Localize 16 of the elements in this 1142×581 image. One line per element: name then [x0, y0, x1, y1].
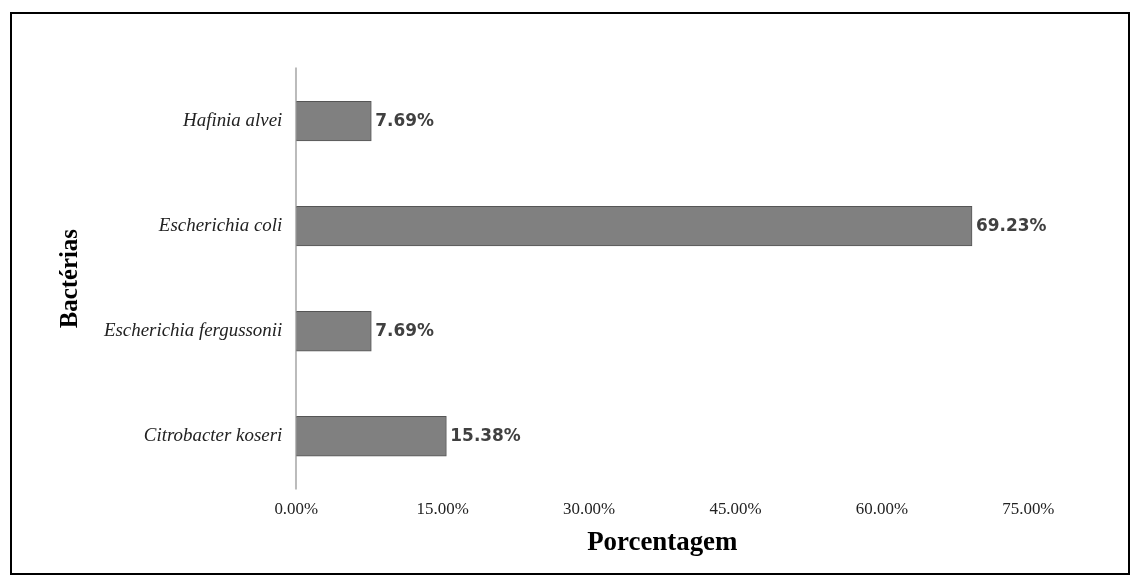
y-tick-label: Citrobacter koseri — [143, 424, 283, 446]
x-tick-label: 75.00% — [1002, 499, 1055, 519]
x-tick-label: 0.00% — [274, 499, 319, 519]
y-axis-title: Bactérias — [55, 228, 83, 329]
y-tick-label: Escherichia coli — [157, 214, 283, 236]
x-tick-label: 60.00% — [855, 499, 909, 519]
y-tick-label: Hafinia alvei — [182, 109, 283, 131]
x-tick-label: 45.00% — [709, 499, 762, 519]
y-tick-label: Escherichia fergussonii — [102, 319, 283, 341]
data-label: 69.23% — [976, 214, 1047, 235]
x-tick-label: 15.00% — [416, 499, 469, 519]
x-axis-title: Porcentagem — [587, 525, 738, 556]
data-label: 7.69% — [375, 319, 435, 340]
x-tick-label: 30.00% — [562, 499, 616, 519]
data-label: 15.38% — [450, 424, 521, 445]
data-label: 7.69% — [375, 109, 435, 130]
